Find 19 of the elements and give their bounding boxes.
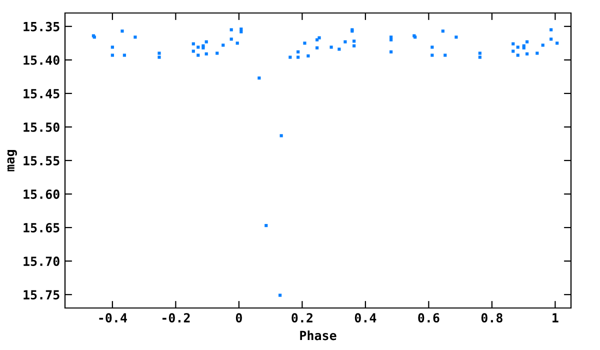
x-tick-label: 0: [236, 313, 242, 323]
x-tick-label: -0.4: [99, 313, 127, 323]
x-axis-title: Phase: [300, 330, 336, 340]
y-tick-label: 15.45: [24, 89, 60, 98]
y-tick-label: 15.35: [24, 22, 60, 32]
y-axis-title: mag: [7, 150, 17, 172]
y-tick-label: 15.65: [24, 223, 60, 232]
x-tick-label: -0.2: [162, 313, 190, 323]
x-tick-label: 0.4: [354, 313, 376, 323]
x-tick-label: 0.6: [418, 313, 440, 323]
y-tick-label: 15.55: [24, 156, 60, 166]
y-tick-label: 15.40: [24, 55, 60, 65]
x-tick-label: 1: [552, 313, 558, 322]
x-tick-label: 0.2: [292, 313, 312, 323]
y-tick-label: 15.50: [24, 122, 60, 132]
x-tick-label: 0.8: [481, 313, 502, 323]
y-tick-label: 15.75: [24, 290, 60, 300]
y-tick-label: 15.70: [24, 256, 60, 266]
y-tick-label: 15.60: [24, 189, 60, 199]
